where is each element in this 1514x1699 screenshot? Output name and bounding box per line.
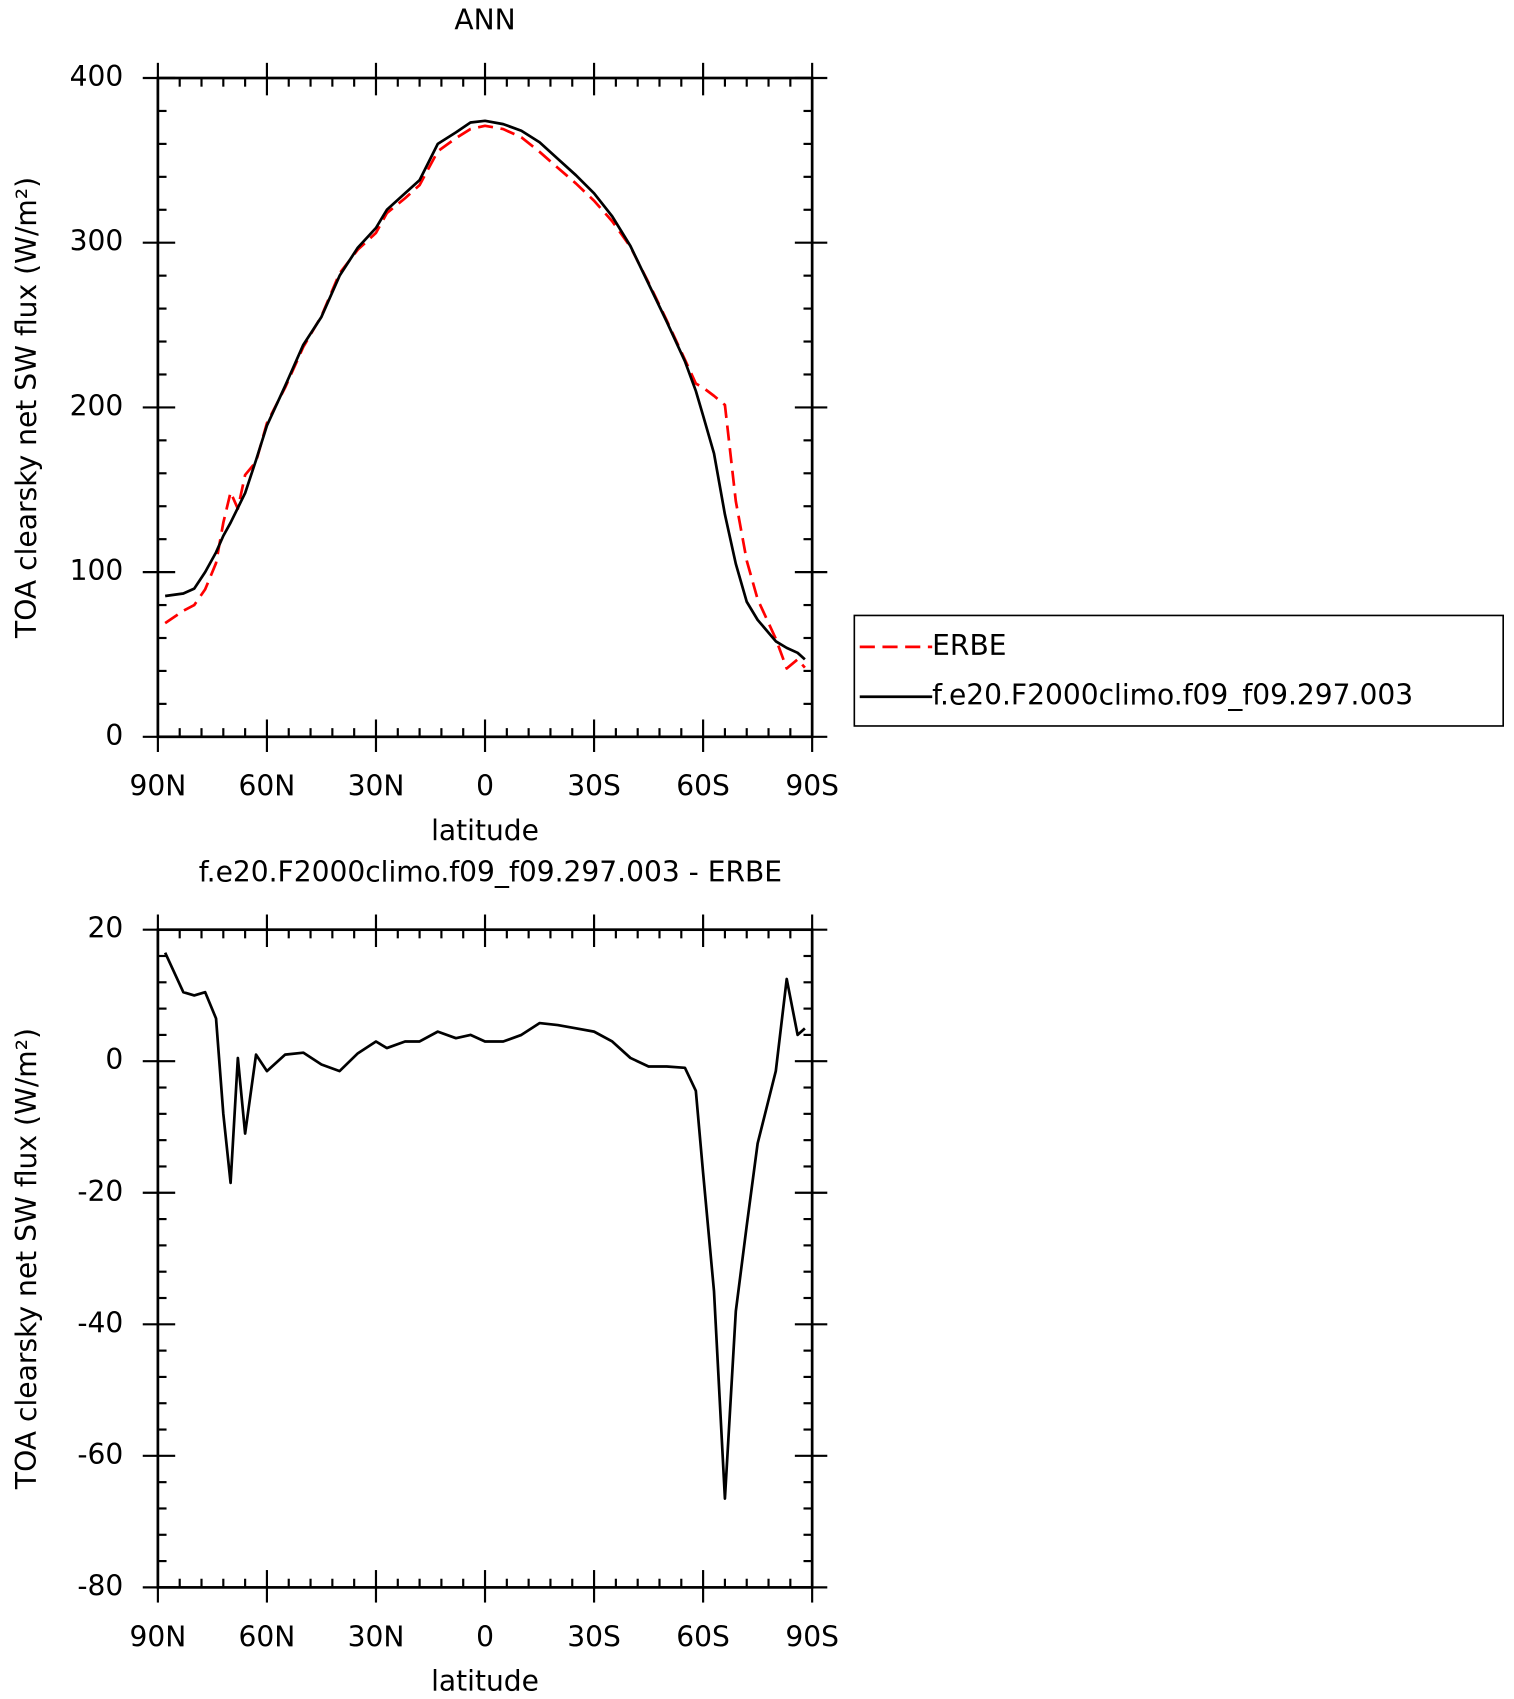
plot-frame <box>156 928 814 1589</box>
x-tick-label: 90S <box>785 1620 839 1653</box>
y-tick-label: 20 <box>88 912 124 945</box>
x-tick-label: 90S <box>785 770 839 803</box>
legend-box <box>853 614 1504 727</box>
plot-frame <box>156 76 814 739</box>
y-tick-label: -20 <box>77 1175 123 1208</box>
x-tick-label: 90N <box>130 770 187 803</box>
data-line <box>163 952 806 1500</box>
x-tick-label: 30S <box>567 1620 621 1653</box>
legend-label: ERBE <box>932 629 1006 662</box>
y-tick-label: 0 <box>105 1043 123 1076</box>
x-tick-label: 60S <box>676 770 730 803</box>
data-line <box>164 124 806 670</box>
chart-title: ANN <box>454 4 515 37</box>
x-axis-label: latitude <box>431 1665 539 1698</box>
y-tick-label: 400 <box>70 60 124 93</box>
y-tick-label: -60 <box>77 1438 123 1471</box>
x-tick-label: 90N <box>130 1620 187 1653</box>
y-axis-label: TOA clearsky net SW flux (W/m²) <box>10 177 43 639</box>
y-tick-label: -80 <box>77 1569 123 1602</box>
x-tick-label: 0 <box>476 1620 494 1653</box>
y-tick-label: 100 <box>70 554 124 587</box>
y-tick-label: -40 <box>77 1306 123 1339</box>
chart-title: f.e20.F2000climo.f09_f09.297.003 - ERBE <box>199 855 782 888</box>
y-tick-label: 0 <box>105 719 123 752</box>
x-tick-label: 60S <box>676 1620 730 1653</box>
y-axis-label: TOA clearsky net SW flux (W/m²) <box>10 1028 43 1490</box>
x-tick-label: 0 <box>476 770 494 803</box>
x-tick-label: 60N <box>239 770 296 803</box>
legend-label: f.e20.F2000climo.f09_f09.297.003 <box>932 679 1413 712</box>
y-tick-label: 300 <box>70 225 124 258</box>
data-line <box>164 119 806 661</box>
y-tick-label: 200 <box>70 389 124 422</box>
x-tick-label: 30S <box>567 770 621 803</box>
x-tick-label: 30N <box>348 770 405 803</box>
x-tick-label: 60N <box>239 1620 296 1653</box>
x-tick-label: 30N <box>348 1620 405 1653</box>
x-axis-label: latitude <box>431 814 539 847</box>
